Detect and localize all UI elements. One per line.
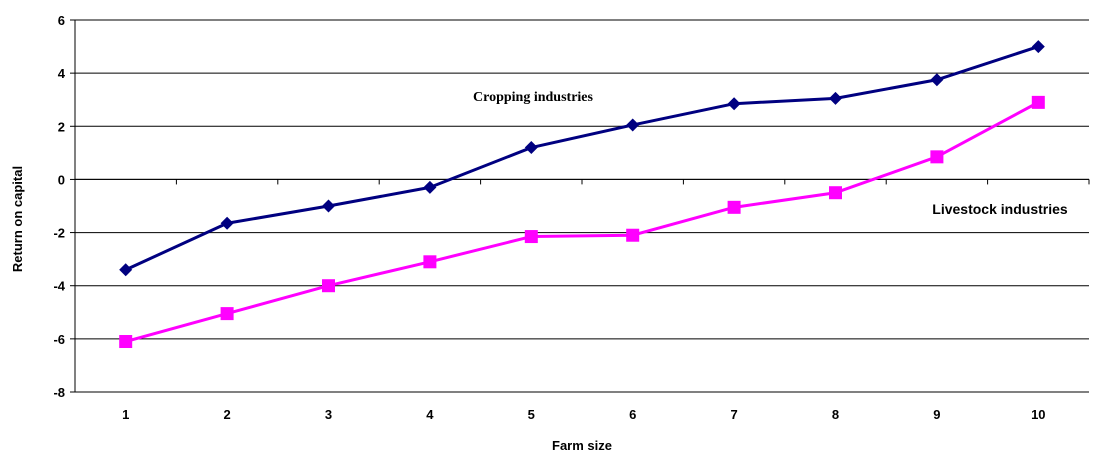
x-tick-label: 5 [528, 407, 535, 422]
y-tick-label: 2 [58, 119, 65, 134]
series-line [125, 45, 1039, 272]
x-tick-label: 4 [426, 407, 434, 422]
x-tick-label: 7 [730, 407, 737, 422]
diamond-marker [626, 118, 640, 132]
y-tick-labels: 6 4 2 0 -2 -4 -6 -8 [53, 13, 65, 400]
y-tick-label: 6 [58, 13, 65, 28]
series-line [125, 101, 1040, 343]
square-marker [423, 255, 437, 269]
series-cropping-industries [119, 40, 1045, 277]
diamond-marker [727, 97, 741, 111]
x-tick-label: 3 [325, 407, 332, 422]
x-tick-label: 2 [223, 407, 230, 422]
square-marker [119, 335, 133, 349]
series [119, 40, 1045, 349]
square-marker [322, 279, 335, 293]
x-tick-label: 9 [933, 407, 940, 422]
y-tick-label: 0 [58, 172, 65, 187]
diamond-marker [220, 216, 234, 230]
y-tick-label: 4 [58, 66, 66, 81]
diamond-marker [524, 141, 538, 155]
diamond-marker [423, 180, 437, 194]
square-marker [220, 307, 234, 321]
square-marker [727, 200, 741, 214]
diamond-marker [322, 199, 335, 213]
annotation-livestock-industries: Livestock industries [932, 201, 1068, 217]
series-livestock-industries [119, 95, 1045, 349]
x-tick-label: 1 [122, 407, 129, 422]
square-marker [524, 230, 538, 244]
diamond-marker [930, 73, 944, 87]
annotation-cropping-industries: Cropping industries [473, 90, 593, 105]
x-axis-title: Farm size [552, 438, 612, 452]
diamond-marker [829, 91, 842, 105]
diamond-marker [1031, 40, 1045, 54]
y-tick-label: -8 [53, 385, 65, 400]
square-marker [1031, 95, 1045, 109]
square-marker [829, 186, 842, 200]
x-tick-labels: 1 2 3 4 5 6 7 8 9 10 [122, 407, 1045, 422]
x-tick-label: 6 [629, 407, 636, 422]
square-marker [626, 228, 640, 242]
y-tick-label: -4 [53, 279, 65, 294]
y-tick-label: -2 [53, 226, 65, 241]
square-marker [930, 150, 944, 164]
y-tick-label: -6 [53, 332, 65, 347]
diamond-marker [119, 263, 133, 277]
axes [70, 19, 1090, 393]
x-tick-label: 10 [1031, 407, 1045, 422]
x-tick-label: 8 [832, 407, 839, 422]
y-axis-title: Return on capital [10, 166, 25, 272]
